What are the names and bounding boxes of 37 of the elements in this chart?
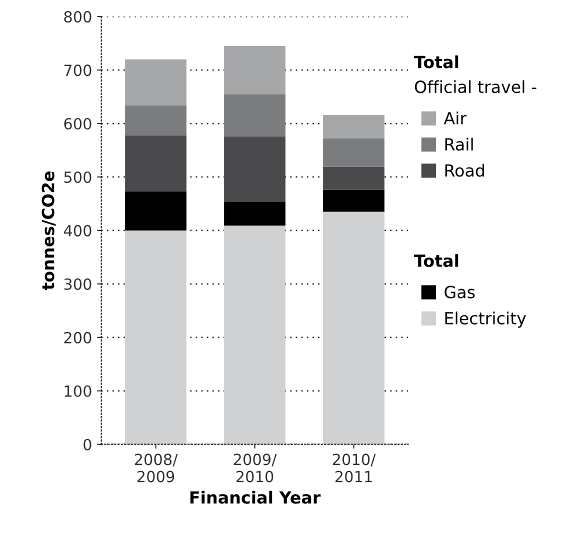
legend-label: Road bbox=[445, 164, 484, 177]
legend-label: Electricity bbox=[445, 312, 526, 328]
y-tick-label: 700 bbox=[64, 64, 92, 76]
bar bbox=[323, 212, 384, 444]
bar bbox=[224, 94, 286, 136]
text: Total bbox=[414, 254, 458, 268]
x-axis-title: Financial Year bbox=[190, 490, 321, 504]
bar bbox=[224, 226, 286, 444]
bar bbox=[224, 202, 286, 226]
bar bbox=[224, 136, 286, 202]
bar bbox=[323, 166, 384, 190]
x-tick-label: 2008/ 2009 bbox=[134, 454, 178, 482]
y-tick-label: 500 bbox=[64, 171, 92, 184]
y-tick-label: 800 bbox=[64, 11, 92, 23]
y-tick-label: 400 bbox=[64, 224, 92, 236]
y-tick-label: 600 bbox=[64, 118, 92, 130]
legend-label: Air bbox=[444, 112, 467, 124]
bar bbox=[125, 230, 186, 444]
y-tick-label: 200 bbox=[64, 332, 92, 344]
bar bbox=[224, 46, 286, 94]
y-tick-label: 0 bbox=[84, 438, 92, 450]
text: Official travel - bbox=[414, 80, 536, 94]
x-tick-label: 2010/ 2011 bbox=[332, 454, 376, 482]
bar bbox=[125, 135, 186, 192]
legend-label: Gas bbox=[444, 286, 475, 298]
bar bbox=[125, 105, 186, 136]
bar bbox=[125, 191, 186, 230]
y-tick-label: 300 bbox=[64, 278, 92, 290]
x-tick-label: 2009/ 2010 bbox=[234, 454, 277, 482]
bar bbox=[323, 190, 384, 212]
bar bbox=[323, 114, 384, 138]
bar bbox=[323, 138, 384, 167]
bar bbox=[125, 59, 186, 106]
y-tick-label: 100 bbox=[64, 385, 92, 397]
text: Total bbox=[414, 55, 458, 68]
y-axis-title: tonnes/CO2e bbox=[42, 171, 56, 290]
legend-label: Rail bbox=[445, 138, 473, 151]
